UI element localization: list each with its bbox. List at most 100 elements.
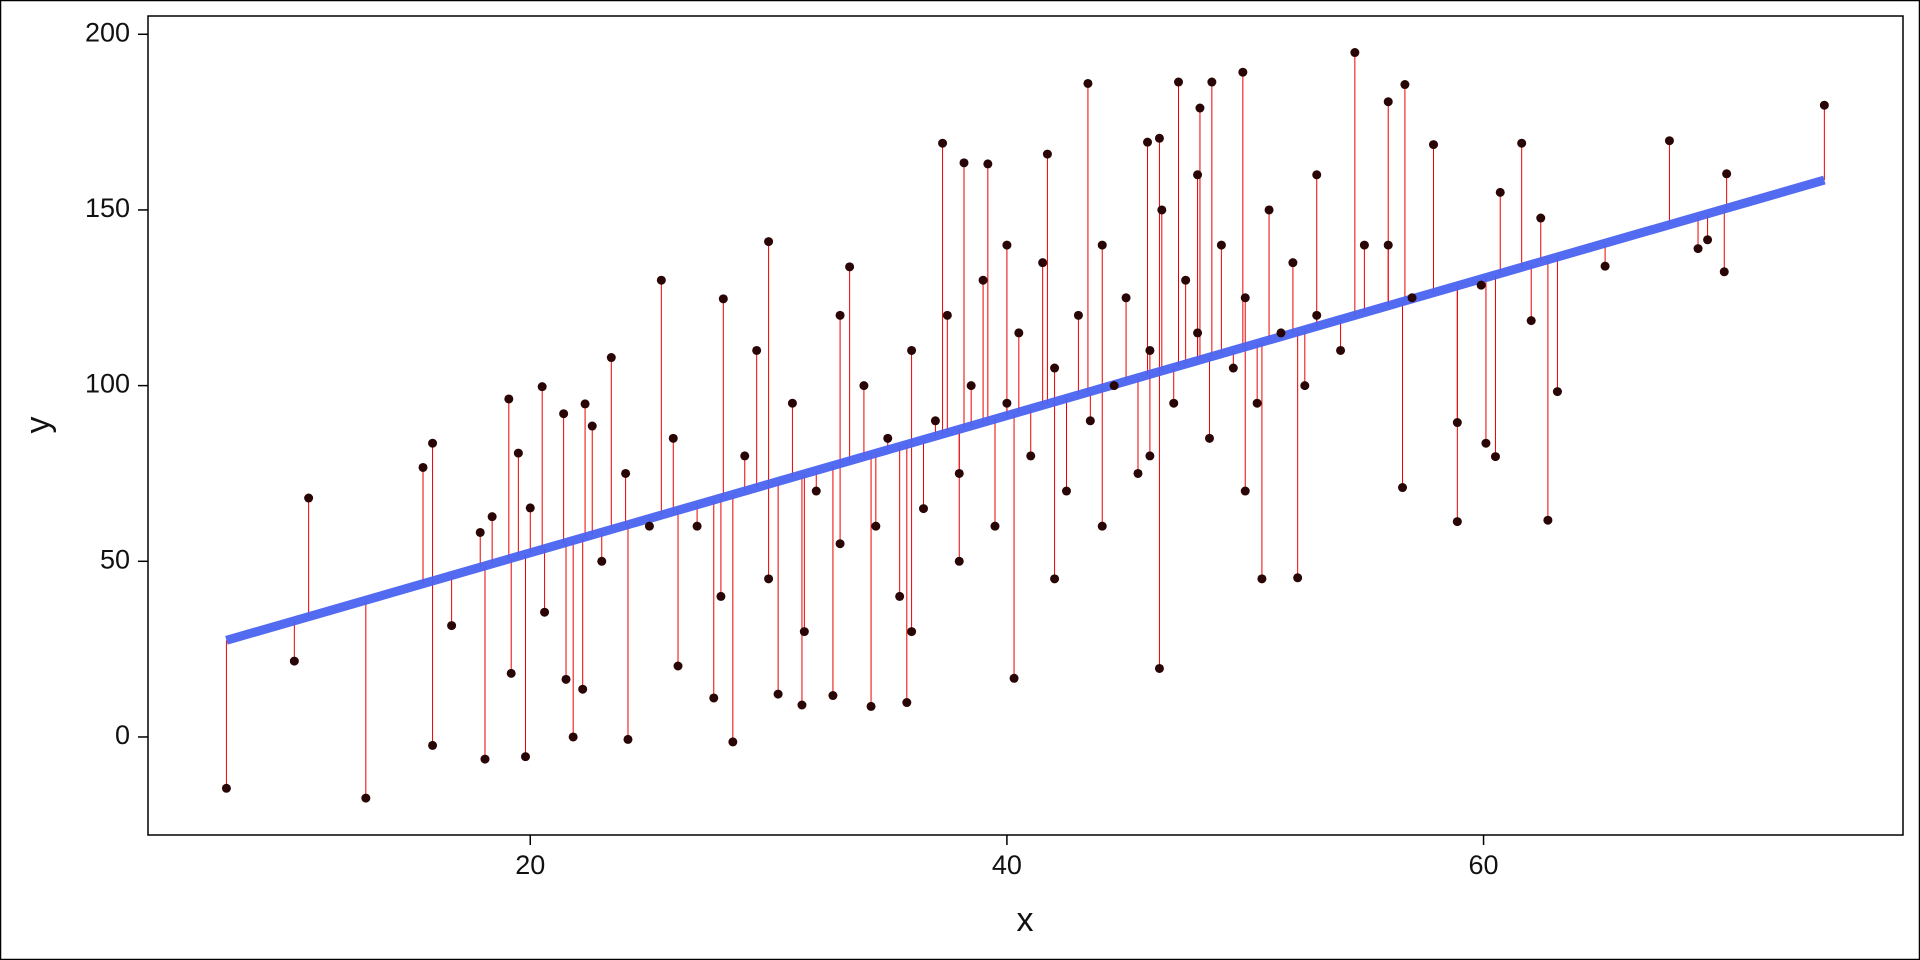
y-tick-label: 0 <box>115 720 130 750</box>
point <box>1207 77 1217 87</box>
point <box>597 556 607 566</box>
x-axis-title: x <box>1017 901 1034 939</box>
point <box>289 656 299 666</box>
point <box>428 438 438 448</box>
point <box>475 527 485 537</box>
point <box>418 462 428 472</box>
point <box>1038 258 1048 268</box>
point <box>1193 328 1203 338</box>
point <box>540 607 550 617</box>
point <box>1154 133 1164 143</box>
point <box>866 701 876 711</box>
x-tick-label: 40 <box>992 850 1022 880</box>
point <box>1350 48 1360 58</box>
point <box>1288 258 1298 268</box>
point <box>1169 398 1179 408</box>
point <box>835 539 845 549</box>
point <box>606 353 616 363</box>
point <box>1312 310 1322 320</box>
point <box>1398 483 1408 493</box>
point <box>1703 235 1713 245</box>
point <box>1293 573 1303 583</box>
point <box>883 433 893 443</box>
point <box>871 521 881 531</box>
point <box>930 416 940 426</box>
point <box>1526 316 1536 326</box>
point <box>718 294 728 304</box>
point <box>859 381 869 391</box>
point <box>1490 452 1500 462</box>
point <box>521 752 531 762</box>
point <box>1154 663 1164 673</box>
point <box>1061 486 1071 496</box>
point <box>1145 345 1155 355</box>
point <box>1552 387 1562 397</box>
point <box>587 421 597 431</box>
point <box>773 689 783 699</box>
point <box>907 627 917 637</box>
point <box>1121 293 1131 303</box>
x-tick-label: 20 <box>515 850 545 880</box>
point <box>1009 673 1019 683</box>
point <box>835 310 845 320</box>
point <box>1429 140 1439 150</box>
point <box>990 521 1000 531</box>
point <box>978 275 988 285</box>
point <box>1819 100 1829 110</box>
point <box>1193 170 1203 180</box>
fit-line <box>225 175 1826 645</box>
point <box>764 237 774 247</box>
point <box>513 448 523 458</box>
point <box>1050 363 1060 373</box>
point <box>1600 261 1610 271</box>
point <box>621 468 631 478</box>
point <box>673 661 683 671</box>
point <box>1664 136 1674 146</box>
point <box>1359 240 1369 250</box>
point <box>942 310 952 320</box>
point <box>1312 170 1322 180</box>
point <box>1481 438 1491 448</box>
point <box>1014 328 1024 338</box>
point <box>902 698 912 708</box>
point <box>1476 280 1486 290</box>
point <box>1383 97 1393 107</box>
point <box>740 451 750 461</box>
point <box>1145 451 1155 461</box>
point <box>1085 416 1095 426</box>
point <box>1228 363 1238 373</box>
point <box>537 382 547 392</box>
point <box>480 754 490 764</box>
point <box>1383 240 1393 250</box>
point <box>644 521 654 531</box>
point <box>752 345 762 355</box>
point <box>1257 574 1267 584</box>
point <box>1300 381 1310 391</box>
point <box>1240 486 1250 496</box>
point <box>1181 275 1191 285</box>
point <box>1536 213 1546 223</box>
point <box>1143 137 1153 147</box>
point <box>1174 77 1184 87</box>
point <box>1719 267 1729 277</box>
point <box>1002 398 1012 408</box>
point <box>447 621 457 631</box>
point <box>799 627 809 637</box>
point <box>1026 451 1036 461</box>
point <box>1276 328 1286 338</box>
point <box>1216 240 1226 250</box>
point <box>561 674 571 684</box>
point <box>504 394 514 404</box>
point <box>1264 205 1274 215</box>
point <box>1722 169 1732 179</box>
point <box>797 700 807 710</box>
point <box>1400 80 1410 90</box>
point <box>623 734 633 744</box>
y-tick-label: 100 <box>85 369 130 399</box>
y-tick-label: 200 <box>85 17 130 47</box>
point <box>1050 574 1060 584</box>
point <box>895 591 905 601</box>
point <box>1073 310 1083 320</box>
